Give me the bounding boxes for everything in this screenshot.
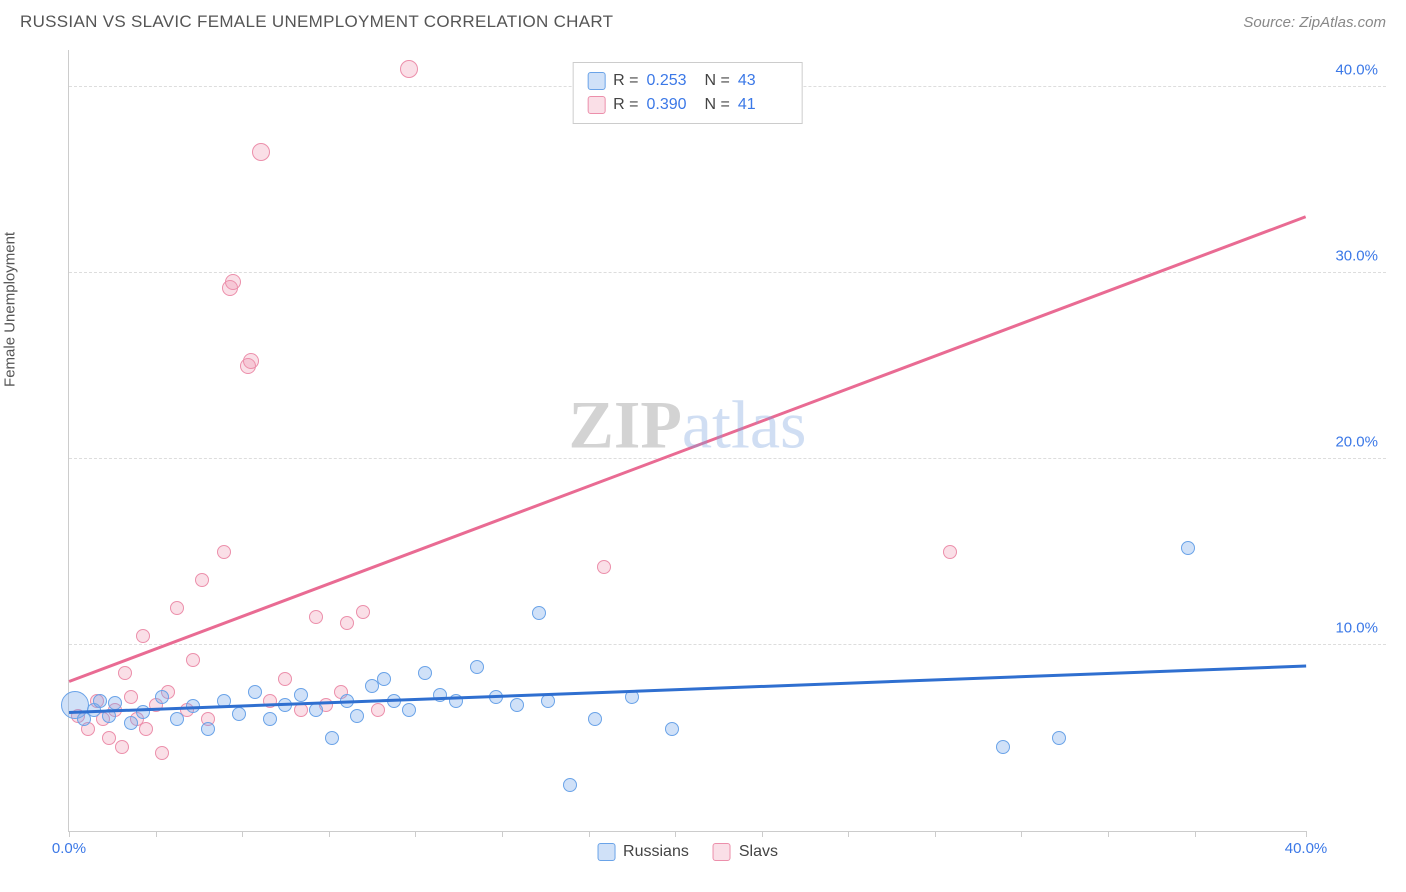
watermark: ZIPatlas — [569, 385, 807, 464]
data-point-russians — [350, 709, 364, 723]
x-tick-label: 0.0% — [52, 840, 86, 857]
data-point-russians — [665, 722, 679, 736]
data-point-slavs — [217, 545, 231, 559]
data-point-slavs — [597, 560, 611, 574]
x-tick — [1195, 831, 1196, 837]
data-point-slavs — [115, 740, 129, 754]
series-legend: Russians Slavs — [597, 843, 778, 861]
y-tick-label: 40.0% — [1335, 62, 1378, 79]
data-point-slavs — [136, 629, 150, 643]
data-point-russians — [325, 731, 339, 745]
x-tick — [329, 831, 330, 837]
chart-container: Female Unemployment ZIPatlas R = 0.253 N… — [20, 40, 1386, 872]
legend-item-slavs: Slavs — [713, 843, 778, 861]
data-point-russians — [996, 740, 1010, 754]
data-point-russians — [532, 606, 546, 620]
source-attribution: Source: ZipAtlas.com — [1243, 14, 1386, 31]
data-point-slavs — [102, 731, 116, 745]
legend-row-russians: R = 0.253 N = 43 — [587, 69, 788, 93]
data-point-russians — [418, 666, 432, 680]
r-value-russians: 0.253 — [647, 69, 697, 93]
data-point-russians — [541, 694, 555, 708]
data-point-slavs — [225, 274, 241, 290]
legend-swatch-russians — [587, 72, 605, 90]
x-tick — [1306, 831, 1307, 837]
data-point-russians — [124, 716, 138, 730]
grid-line — [69, 458, 1386, 459]
data-point-slavs — [371, 703, 385, 717]
data-point-slavs — [124, 690, 138, 704]
legend-swatch-russians-b — [597, 843, 615, 861]
x-tick — [502, 831, 503, 837]
data-point-russians — [377, 672, 391, 686]
data-point-russians — [402, 703, 416, 717]
r-value-slavs: 0.390 — [647, 93, 697, 117]
x-tick — [848, 831, 849, 837]
x-tick — [1108, 831, 1109, 837]
n-value-slavs: 41 — [738, 93, 788, 117]
legend-item-russians: Russians — [597, 843, 689, 861]
data-point-slavs — [356, 605, 370, 619]
plot-area: ZIPatlas R = 0.253 N = 43 R = 0.390 N = … — [68, 50, 1306, 832]
data-point-slavs — [943, 545, 957, 559]
data-point-slavs — [309, 610, 323, 624]
data-point-russians — [232, 707, 246, 721]
grid-line — [69, 644, 1386, 645]
data-point-slavs — [195, 573, 209, 587]
y-tick-label: 20.0% — [1335, 434, 1378, 451]
data-point-slavs — [155, 746, 169, 760]
data-point-russians — [510, 698, 524, 712]
data-point-russians — [1181, 541, 1195, 555]
data-point-russians — [201, 722, 215, 736]
x-tick — [156, 831, 157, 837]
data-point-russians — [588, 712, 602, 726]
x-tick — [415, 831, 416, 837]
data-point-slavs — [400, 60, 418, 78]
x-tick — [762, 831, 763, 837]
data-point-slavs — [243, 353, 259, 369]
chart-title: RUSSIAN VS SLAVIC FEMALE UNEMPLOYMENT CO… — [20, 12, 613, 32]
legend-swatch-slavs — [587, 96, 605, 114]
grid-line — [69, 272, 1386, 273]
x-tick — [1021, 831, 1022, 837]
x-tick — [935, 831, 936, 837]
data-point-russians — [263, 712, 277, 726]
data-point-russians — [93, 694, 107, 708]
data-point-slavs — [170, 601, 184, 615]
x-tick-label: 40.0% — [1285, 840, 1328, 857]
data-point-russians — [170, 712, 184, 726]
x-tick — [589, 831, 590, 837]
data-point-russians — [433, 688, 447, 702]
data-point-slavs — [118, 666, 132, 680]
legend-swatch-slavs-b — [713, 843, 731, 861]
data-point-slavs — [278, 672, 292, 686]
data-point-russians — [309, 703, 323, 717]
x-tick — [69, 831, 70, 837]
data-point-russians — [294, 688, 308, 702]
data-point-russians — [470, 660, 484, 674]
trend-line-slavs — [69, 215, 1307, 682]
data-point-slavs — [340, 616, 354, 630]
legend-row-slavs: R = 0.390 N = 41 — [587, 93, 788, 117]
source-link[interactable]: ZipAtlas.com — [1299, 14, 1386, 31]
y-axis-label: Female Unemployment — [2, 232, 19, 387]
data-point-russians — [1052, 731, 1066, 745]
data-point-russians — [155, 690, 169, 704]
data-point-slavs — [139, 722, 153, 736]
y-tick-label: 30.0% — [1335, 248, 1378, 265]
data-point-russians — [563, 778, 577, 792]
correlation-legend: R = 0.253 N = 43 R = 0.390 N = 41 — [572, 62, 803, 124]
data-point-slavs — [294, 703, 308, 717]
n-value-russians: 43 — [738, 69, 788, 93]
data-point-russians — [108, 696, 122, 710]
y-tick-label: 10.0% — [1335, 620, 1378, 637]
data-point-slavs — [252, 143, 270, 161]
data-point-slavs — [186, 653, 200, 667]
x-tick — [242, 831, 243, 837]
x-tick — [675, 831, 676, 837]
data-point-russians — [248, 685, 262, 699]
